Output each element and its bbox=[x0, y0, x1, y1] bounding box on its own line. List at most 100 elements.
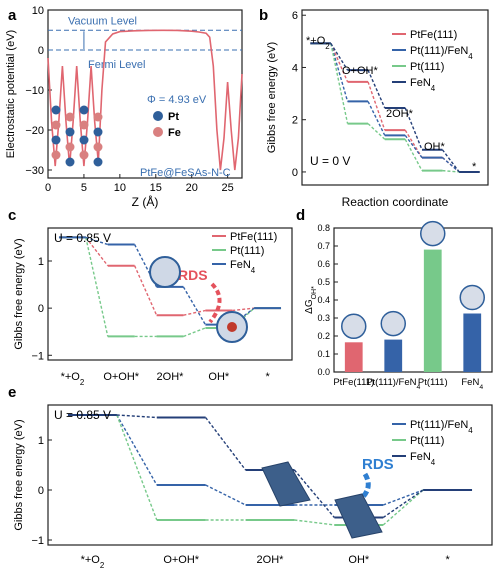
c-connector-1-0 bbox=[85, 237, 109, 337]
d-ytick-label-8: 0.8 bbox=[317, 223, 330, 233]
e-legend-2: FeN4 bbox=[410, 451, 436, 467]
c-legend-1-part: Pt(111) bbox=[230, 245, 264, 257]
b-legend-0: PtFe(111) bbox=[410, 29, 457, 41]
a-xtick-label-1: 5 bbox=[81, 182, 87, 194]
b-step-label-0-part: *+O bbox=[306, 35, 326, 47]
c-connector-0-0 bbox=[85, 236, 109, 267]
e-legend-2-part: FeN bbox=[410, 451, 431, 463]
e-step-label-3: OH* bbox=[348, 554, 370, 566]
e-connector-1-2 bbox=[294, 519, 335, 526]
a-legend-fe-marker bbox=[153, 127, 163, 137]
c-step-label-0-part: *+O bbox=[61, 371, 81, 383]
e-ytick-label-0: 1 bbox=[38, 435, 44, 447]
d-ytick-label-4: 0.4 bbox=[317, 295, 330, 305]
a-xtick-label-4: 20 bbox=[186, 182, 198, 194]
c-legend-1: Pt(111) bbox=[230, 245, 264, 257]
b-step-label-0-part: 2 bbox=[325, 42, 329, 51]
e-ytick-label-2: −1 bbox=[31, 535, 44, 547]
a-atom-2-2 bbox=[79, 135, 89, 145]
c-condition: U = 0.85 V bbox=[54, 231, 111, 245]
b-step-label-0: *+O2 bbox=[306, 35, 330, 51]
panel-e: 1 0 −1 Gibbs free energy (eV) *+O2 O+OH* 2OH* O… bbox=[13, 404, 493, 570]
b-connector-3-3 bbox=[441, 149, 460, 173]
c-ytick-label-2: −1 bbox=[31, 350, 44, 362]
e-legend-0-part: 4 bbox=[468, 426, 473, 435]
a-atom-0-0 bbox=[51, 105, 61, 115]
e-connector-0-3 bbox=[382, 489, 424, 506]
b-ytick-label-2: 4 bbox=[292, 62, 298, 74]
a-ytick-label-3: −20 bbox=[25, 125, 44, 137]
d-category-3-part: 4 bbox=[479, 384, 483, 391]
c-ytick-label-1: 0 bbox=[38, 303, 44, 315]
b-connector-1-3 bbox=[441, 157, 460, 173]
e-step-label-3-part: OH* bbox=[348, 554, 370, 566]
a-system-label: PtFe@FeSAs-N-C bbox=[140, 167, 231, 179]
d-category-0-part: PtFe(111) bbox=[333, 377, 374, 388]
e-legend-1: Pt(111) bbox=[410, 435, 444, 447]
e-connector-1-3 bbox=[382, 489, 424, 526]
e-structure-2 bbox=[334, 493, 383, 539]
d-category-3: FeN4 bbox=[461, 377, 483, 391]
d-ytick-label-5: 0.5 bbox=[317, 277, 330, 287]
a-atom-1-0 bbox=[65, 112, 75, 122]
e-step-label-2-part: 2OH* bbox=[257, 554, 285, 566]
panel-b: 0 2 4 6 Gibbs free energy (eV) PtFe(111) Pt(11… bbox=[266, 9, 489, 209]
b-legend-3: FeN4 bbox=[410, 77, 436, 93]
b-connector-3-0 bbox=[330, 43, 349, 71]
d-molecule-3 bbox=[459, 284, 485, 311]
b-connector-1-1 bbox=[367, 101, 386, 136]
c-step-label-3-part: OH* bbox=[208, 371, 230, 383]
e-step-label-2: 2OH* bbox=[257, 554, 285, 566]
e-step-label-0-part: *+O bbox=[81, 554, 101, 566]
e-ylabel: Gibbs free energy (eV) bbox=[13, 419, 25, 530]
a-vacuum-label: Vacuum Level bbox=[68, 15, 137, 27]
e-step-label-0: *+O2 bbox=[81, 554, 105, 570]
d-ytick-label-3: 0.3 bbox=[317, 313, 330, 323]
a-atom-2-0 bbox=[79, 105, 89, 115]
c-rds-label: RDS bbox=[178, 267, 208, 283]
e-structure-1 bbox=[261, 461, 311, 507]
b-legend-3-part: 4 bbox=[431, 84, 436, 93]
b-step-label-4: * bbox=[472, 161, 477, 173]
a-atom-0-2 bbox=[51, 135, 61, 145]
b-ytick-label-3: 6 bbox=[292, 10, 298, 22]
c-step-label-3: OH* bbox=[208, 371, 230, 383]
a-fermi-label: Fermi Level bbox=[88, 59, 145, 71]
e-connector-2-0 bbox=[116, 414, 157, 419]
c-connector-0-2 bbox=[183, 309, 206, 316]
panel-label-d: d bbox=[296, 207, 305, 224]
e-legend-2-part: 4 bbox=[431, 458, 436, 467]
e-step-label-0-part: 2 bbox=[100, 561, 104, 570]
e-connector-0-1 bbox=[205, 484, 246, 506]
a-atom-0-1 bbox=[51, 120, 61, 130]
panel-a: 0 5 10 15 20 25 10 0 −10 −20 −30 Z (Å) Electrostatic… bbox=[5, 5, 243, 209]
d-ylabel-main: ΔG bbox=[304, 299, 315, 314]
a-atom-2-3 bbox=[79, 150, 89, 160]
c-molecule-2-center bbox=[227, 322, 237, 332]
b-condition: U = 0 V bbox=[310, 154, 350, 168]
d-bar-2 bbox=[423, 249, 442, 372]
e-condition: U = 0.85 V bbox=[54, 408, 111, 422]
a-atom-3-3 bbox=[93, 157, 103, 167]
b-legend-2-part: Pt(111) bbox=[410, 61, 444, 73]
c-step-label-4-part: * bbox=[265, 371, 270, 383]
b-connector-2-3 bbox=[442, 169, 460, 173]
e-step-label-1: O+OH* bbox=[163, 554, 199, 566]
b-ytick-label-1: 2 bbox=[292, 115, 298, 127]
b-connector-0-0 bbox=[330, 43, 349, 83]
d-category-1: Pt(111)/FeN4 bbox=[366, 377, 420, 391]
panel-c: 1 0 −1 Gibbs free energy (eV) *+O2 O+OH* 2OH* O… bbox=[13, 227, 293, 387]
d-bar-1 bbox=[384, 339, 403, 372]
d-molecule-0 bbox=[341, 313, 367, 340]
c-connector-0-3 bbox=[232, 307, 255, 312]
d-ytick-label-1: 0.1 bbox=[317, 349, 330, 359]
b-legend-1-part: Pt(111)/FeN bbox=[410, 45, 468, 57]
c-ylabel: Gibbs free energy (eV) bbox=[13, 238, 25, 349]
b-legend-3-part: FeN bbox=[410, 77, 431, 89]
d-molecule-1 bbox=[380, 310, 406, 337]
b-connector-2-0 bbox=[330, 43, 349, 124]
e-rds-label: RDS bbox=[362, 456, 394, 473]
b-ylabel: Gibbs free energy (eV) bbox=[266, 42, 278, 153]
b-plot-frame bbox=[301, 9, 489, 186]
